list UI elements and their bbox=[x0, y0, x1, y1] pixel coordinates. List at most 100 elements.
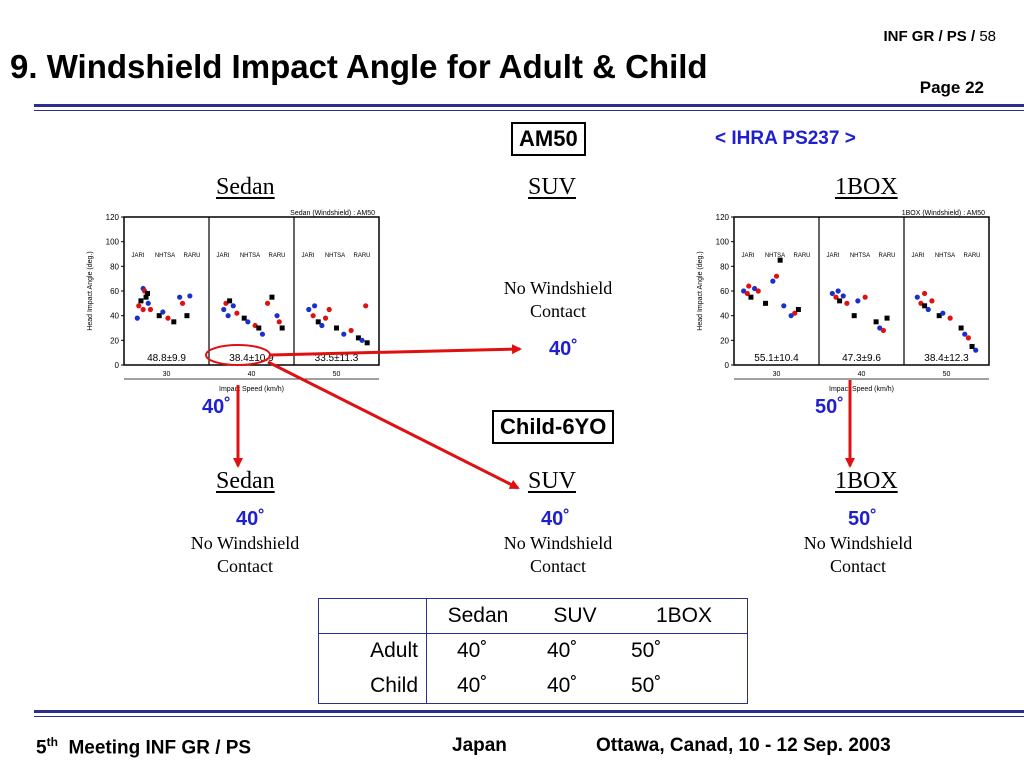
data-point bbox=[227, 298, 233, 304]
data-point bbox=[973, 347, 979, 353]
data-point bbox=[829, 290, 835, 297]
group-sublabel: RARU bbox=[183, 253, 200, 259]
y-tick-label: 80 bbox=[110, 262, 119, 271]
group-sublabel: NHTSA bbox=[325, 253, 345, 259]
x-tick-label: 40 bbox=[248, 371, 256, 378]
group-sublabel: NHTSA bbox=[935, 253, 955, 259]
group-sublabel: NHTSA bbox=[155, 253, 175, 259]
data-point bbox=[234, 310, 240, 316]
data-point bbox=[781, 303, 787, 309]
data-point bbox=[840, 293, 846, 299]
data-point bbox=[929, 298, 935, 304]
data-point bbox=[763, 300, 769, 306]
footer-place: Ottawa, Canad, 10 - 12 Sep. 2003 bbox=[596, 735, 891, 756]
data-point bbox=[315, 319, 321, 325]
data-point bbox=[156, 313, 162, 319]
data-point bbox=[245, 319, 251, 325]
data-point bbox=[947, 315, 953, 321]
data-point bbox=[851, 313, 857, 319]
group-summary: 48.8±9.9 bbox=[147, 353, 186, 364]
data-point bbox=[221, 306, 227, 313]
data-point bbox=[269, 294, 275, 300]
x-axis-label: Impact Speed (km/h) bbox=[829, 386, 894, 393]
cell-child-1box: 50˚ bbox=[631, 673, 662, 697]
table-header-1box: 1BOX bbox=[655, 603, 713, 627]
data-point bbox=[312, 303, 318, 309]
data-point bbox=[837, 298, 843, 304]
group-sublabel: JARI bbox=[826, 253, 839, 259]
child-1box-angle: 50˚ bbox=[848, 508, 877, 530]
data-point bbox=[355, 335, 361, 341]
group-summary: 47.3±9.6 bbox=[842, 353, 881, 364]
cell-adult-sedan: 40˚ bbox=[457, 638, 488, 662]
data-point bbox=[274, 313, 280, 319]
child-suv-no-contact: No Windshield Contact bbox=[503, 533, 613, 576]
adult-suv-heading: SUV bbox=[528, 174, 577, 200]
data-point bbox=[187, 293, 193, 299]
data-point bbox=[306, 306, 312, 313]
group-sublabel: NHTSA bbox=[240, 253, 260, 259]
child-label: Child-6YO bbox=[492, 410, 615, 444]
y-axis-label: Head Impact Angle (deg.) bbox=[87, 251, 94, 330]
header-rule-thin bbox=[34, 110, 1024, 111]
y-tick-label: 20 bbox=[720, 336, 729, 345]
child-suv-angle: 40˚ bbox=[541, 508, 570, 530]
data-point bbox=[310, 313, 316, 319]
data-point bbox=[755, 288, 761, 294]
data-point bbox=[777, 257, 783, 263]
data-point bbox=[279, 325, 285, 331]
y-tick-label: 20 bbox=[110, 336, 119, 345]
data-point bbox=[264, 300, 271, 306]
data-point bbox=[136, 303, 142, 309]
group-sublabel: JARI bbox=[741, 253, 754, 259]
adult-suv-angle: 40˚ bbox=[549, 338, 578, 360]
y-tick-label: 100 bbox=[106, 238, 120, 247]
footer-rule-thin bbox=[34, 716, 1024, 717]
adult-sedan-heading: Sedan bbox=[216, 174, 275, 200]
data-point bbox=[160, 309, 166, 315]
data-point bbox=[143, 294, 149, 300]
ihra-reference: < IHRA PS237 > bbox=[715, 128, 856, 149]
data-point bbox=[184, 313, 190, 319]
group-sublabel: RARU bbox=[793, 253, 810, 259]
footer-country: Japan bbox=[452, 735, 507, 756]
data-point bbox=[958, 325, 964, 331]
data-point bbox=[319, 322, 325, 329]
onebox-chart: 0 20 40 60 80 100 120 Head Impact Angle (deg.) 1… bbox=[692, 205, 997, 395]
row-label-adult: Adult bbox=[319, 633, 427, 669]
adult-1box-angle: 50˚ bbox=[815, 396, 844, 418]
data-point bbox=[259, 331, 266, 337]
data-point bbox=[256, 325, 262, 331]
data-point bbox=[748, 294, 754, 300]
x-axis-label: Impact Speed (km/h) bbox=[219, 386, 284, 393]
y-tick-label: 80 bbox=[720, 262, 729, 271]
group-summary: 55.1±10.4 bbox=[754, 353, 799, 364]
data-point bbox=[922, 303, 928, 309]
y-tick-label: 60 bbox=[110, 287, 119, 296]
group-summary: 38.4±12.3 bbox=[924, 353, 969, 364]
data-point bbox=[855, 298, 861, 304]
footer-rule bbox=[34, 710, 1024, 713]
chart-legend: 1BOX (Windshield) : AM50 bbox=[902, 210, 985, 217]
arrow-to-child-suv bbox=[267, 360, 520, 490]
x-tick-label: 40 bbox=[858, 371, 866, 378]
cell-child-sedan: 40˚ bbox=[457, 673, 488, 697]
y-tick-label: 40 bbox=[720, 312, 729, 321]
data-point bbox=[925, 306, 931, 313]
data-point bbox=[165, 315, 171, 321]
x-tick-label: 30 bbox=[773, 371, 781, 378]
slide-reference: INF GR / PS / 58 bbox=[883, 28, 996, 45]
data-point bbox=[746, 283, 752, 289]
group-summary: 38.4±10.9 bbox=[229, 353, 274, 364]
group-summary: 33.5±11.3 bbox=[315, 353, 359, 364]
data-point bbox=[179, 300, 186, 306]
y-tick-label: 60 bbox=[720, 287, 729, 296]
data-point bbox=[844, 300, 850, 306]
data-point bbox=[276, 319, 282, 325]
child-1box-no-contact: No Windshield Contact bbox=[803, 533, 913, 576]
data-point bbox=[147, 306, 154, 313]
data-point bbox=[241, 315, 247, 321]
data-point bbox=[138, 298, 144, 304]
group-sublabel: RARU bbox=[353, 253, 370, 259]
